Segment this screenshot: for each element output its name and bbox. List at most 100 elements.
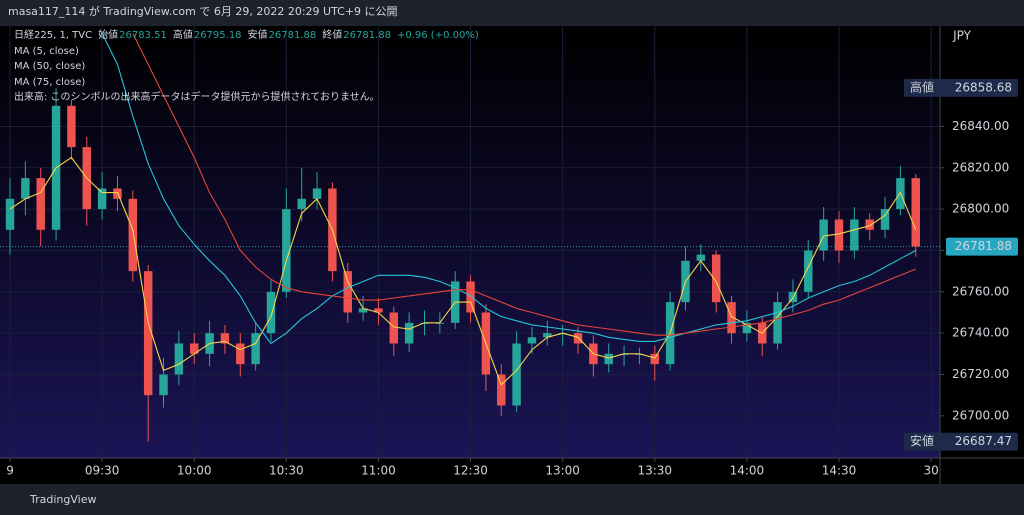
y-tick-label: 26840.00 xyxy=(952,119,1009,133)
candle-body xyxy=(604,353,613,365)
badge-bg xyxy=(904,78,1018,97)
candle-body xyxy=(804,250,813,292)
candle-body xyxy=(865,219,874,230)
ohlc-label: 終値 xyxy=(322,30,343,41)
ma-line xyxy=(9,156,917,386)
legend-entry: MA (50, close) xyxy=(14,61,86,72)
candle-body xyxy=(527,337,537,344)
price-badge: 高値 26858.68 xyxy=(904,78,1018,97)
candle-body xyxy=(236,343,245,365)
candle-body xyxy=(220,333,230,344)
x-tick-label: 12:30 xyxy=(453,464,488,478)
badge-label: 安値 xyxy=(910,433,934,448)
candle-body xyxy=(543,333,552,338)
currency: JPY xyxy=(952,29,972,43)
candle-body xyxy=(389,312,399,344)
y-tick-label: 26700.00 xyxy=(952,408,1009,422)
grid xyxy=(0,26,940,458)
axes-layer: 26700.0026720.0026740.0026760.0026780.00… xyxy=(6,78,1018,478)
candle-body xyxy=(742,322,752,334)
ohlc-value: 26781.88 xyxy=(343,30,391,41)
candle-body xyxy=(727,302,736,334)
candle-body xyxy=(512,343,521,406)
candle-body xyxy=(190,343,199,354)
ohlc: 始値26783.51 高値26795.18 安値26781.88 終値26781.88 xyxy=(98,30,397,41)
candle-body xyxy=(819,219,828,251)
badge-bg xyxy=(946,237,1018,256)
candle-body xyxy=(21,178,30,199)
brand: TradingView xyxy=(30,493,97,506)
ohlc-label: 安値 xyxy=(247,30,268,41)
candle-body xyxy=(834,219,844,251)
series-layer xyxy=(0,33,940,442)
ma-line xyxy=(132,33,916,336)
ohlc-value: 26783.51 xyxy=(119,30,167,41)
legend-entry: MA (5, close) xyxy=(14,45,79,57)
y-tick-label: 26800.00 xyxy=(952,202,1009,216)
x-tick-label: 30 xyxy=(923,464,938,478)
candle-body xyxy=(67,105,76,148)
candle-body xyxy=(159,374,168,396)
ma-line xyxy=(101,33,916,345)
plot-area xyxy=(0,26,940,458)
price-badge: 安値 26687.47 xyxy=(904,432,1018,451)
x-tick-label: 13:30 xyxy=(637,464,672,478)
badge-value: 26781.88 xyxy=(955,239,1012,253)
y-tick-label: 26720.00 xyxy=(952,367,1009,381)
candle-body xyxy=(266,291,276,334)
legend-entry: MA (75, close) xyxy=(14,76,86,88)
symbol: 日経225, 1, TVC xyxy=(14,30,93,41)
badge-value: 26687.47 xyxy=(955,434,1012,448)
candle-body xyxy=(143,271,153,396)
y-tick-label: 26760.00 xyxy=(952,284,1009,298)
candle-body xyxy=(282,209,291,292)
x-tick-label: 10:00 xyxy=(177,464,212,478)
ohlc-label: 高値 xyxy=(172,30,193,41)
candle-body xyxy=(297,198,306,210)
candle-body xyxy=(128,198,138,272)
ohlc-value: 26781.88 xyxy=(268,30,317,41)
candle-body xyxy=(358,308,368,313)
candle-body xyxy=(466,281,475,313)
candle-body xyxy=(36,178,45,230)
badge-bg xyxy=(904,432,1018,451)
x-tick-label: 10:30 xyxy=(269,464,304,478)
x-tick-label: 13:00 xyxy=(545,464,580,478)
badge-value: 26858.68 xyxy=(955,80,1012,94)
publish-bar: masa117_114 が TradingView.com で 6月 29, 2… xyxy=(0,0,1024,26)
candle-body xyxy=(97,188,107,210)
candle-body xyxy=(850,219,859,251)
candle-body xyxy=(174,343,184,375)
x-tick-label: 9 xyxy=(6,464,14,478)
volume-note: 出来高: このシンボルの出来高データはデータ提供元から提供されておりません。 xyxy=(14,92,380,103)
candle-body xyxy=(5,198,15,230)
candle-body xyxy=(343,271,352,313)
ohlc-label: 始値 xyxy=(98,30,119,41)
x-tick-label: 11:00 xyxy=(361,464,396,478)
candle-body xyxy=(312,188,322,199)
candle-body xyxy=(880,209,890,230)
candle-body xyxy=(374,308,383,313)
candle-body xyxy=(711,254,721,303)
ma-list: MA (5, close) MA (50, close) MA (75, close… xyxy=(14,44,485,91)
ohlc-row: 日経225, 1, TVC 始値26783.51 高値26795.18 安値26781… xyxy=(14,28,485,44)
candle-body xyxy=(573,333,583,344)
candle-body xyxy=(650,353,659,365)
candle-body xyxy=(404,322,414,344)
candle-body xyxy=(773,302,782,344)
footer: TradingView xyxy=(0,484,1024,515)
legend: 日経225, 1, TVC 始値26783.51 高値26795.18 安値26781… xyxy=(14,28,485,106)
candle-body xyxy=(911,178,920,247)
y-tick-label: 26820.00 xyxy=(952,160,1009,174)
ohlc-value: 26795.18 xyxy=(193,30,242,41)
candle-body xyxy=(497,374,506,406)
candle-body xyxy=(696,254,706,261)
x-tick-label: 14:00 xyxy=(730,464,765,478)
time-axis xyxy=(0,458,1024,484)
candle-body xyxy=(251,333,260,365)
x-tick-label: 09:30 xyxy=(85,464,120,478)
badge-label: 高値 xyxy=(910,79,934,94)
price-badge: 26781.88 xyxy=(946,237,1018,256)
